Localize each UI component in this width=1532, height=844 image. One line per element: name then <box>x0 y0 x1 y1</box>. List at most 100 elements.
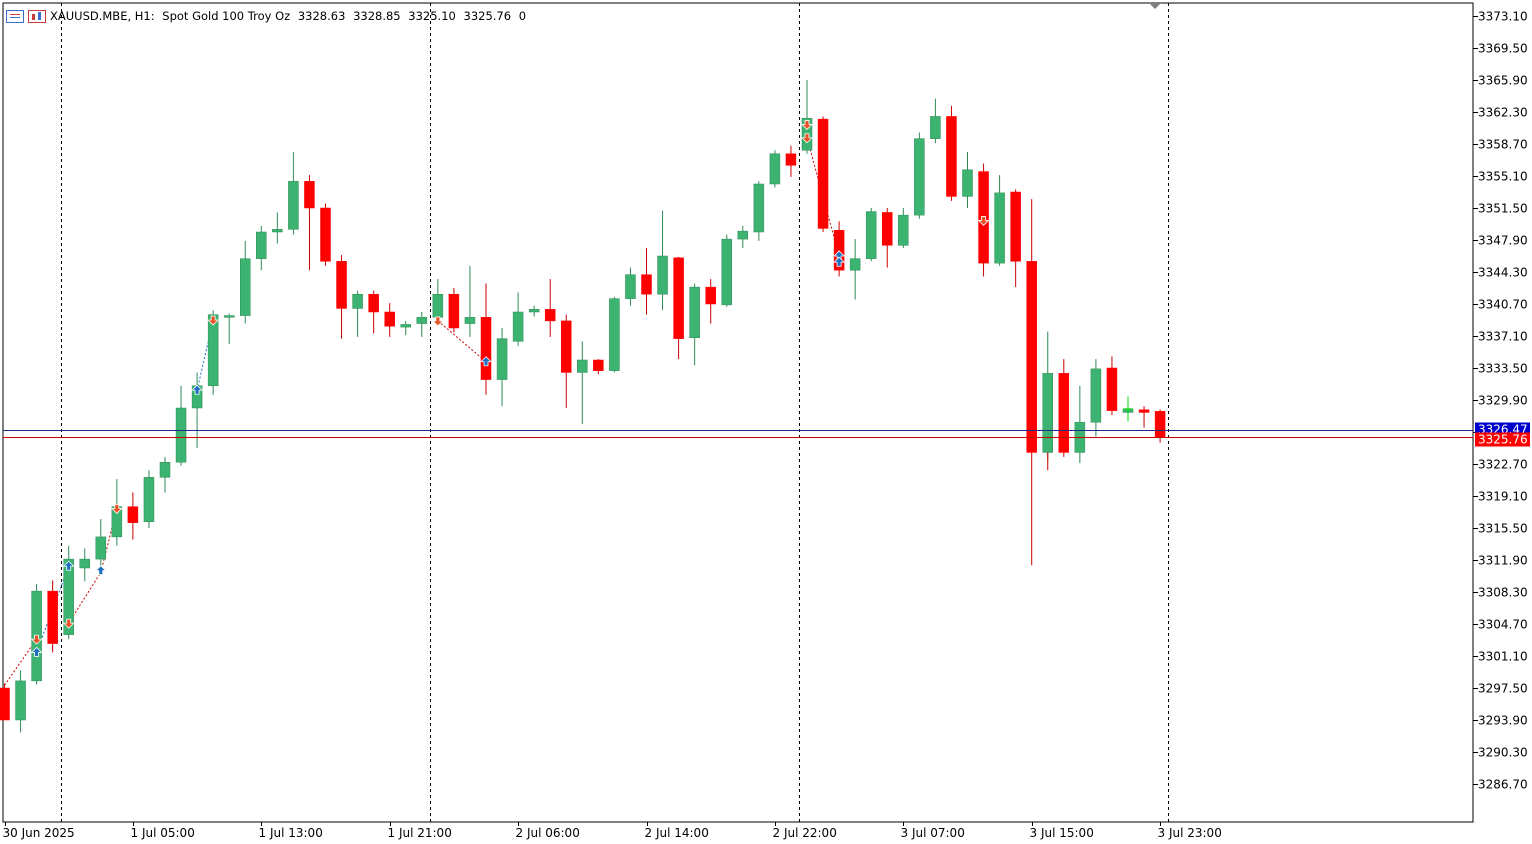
candle <box>368 290 379 334</box>
candle <box>577 341 588 424</box>
symbol-list-icon[interactable] <box>6 9 24 23</box>
candle-body <box>1106 367 1118 411</box>
candle-body <box>352 293 363 309</box>
candle <box>223 313 235 344</box>
candle <box>79 548 90 582</box>
candle <box>865 208 877 262</box>
candle-body <box>561 320 572 373</box>
bid-price-tag <box>1475 422 1530 436</box>
candle <box>657 210 668 311</box>
candle <box>256 225 267 271</box>
candle <box>480 283 492 395</box>
candle-body <box>673 257 684 339</box>
candle <box>673 256 684 360</box>
candle-body <box>544 309 556 322</box>
sell-arrow-icon <box>62 618 75 629</box>
candle <box>384 303 395 337</box>
y-tick-label: 3373.10 <box>1478 10 1528 24</box>
candle <box>15 670 26 733</box>
candle-body <box>272 229 283 233</box>
y-tick-label: 3311.90 <box>1478 554 1528 568</box>
sell-arrow-icon <box>110 504 123 515</box>
candle <box>641 248 652 315</box>
candle-body <box>320 207 331 262</box>
y-tick-label: 3286.70 <box>1478 778 1528 792</box>
sell-arrow-icon <box>207 315 220 326</box>
candle-body <box>1058 373 1070 453</box>
y-tick-label: 3337.10 <box>1478 330 1528 344</box>
y-tick-label: 3340.70 <box>1478 298 1528 312</box>
x-tick-label: 1 Jul 21:00 <box>388 826 452 840</box>
candle <box>914 132 925 219</box>
candle <box>1106 356 1118 416</box>
candle-body <box>769 153 781 185</box>
ohlc-open: 3328.63 <box>297 9 346 23</box>
candle <box>1010 189 1021 288</box>
candle-body <box>0 687 10 721</box>
candle-body <box>480 317 492 380</box>
y-tick-label: 3358.70 <box>1478 138 1528 152</box>
x-tick-label: 3 Jul 23:00 <box>1158 826 1222 840</box>
y-tick-label: 3362.30 <box>1478 106 1528 120</box>
candle-body <box>625 274 636 299</box>
candle <box>336 255 347 339</box>
candle <box>946 105 957 201</box>
candle-body <box>384 311 395 327</box>
candle <box>1090 359 1102 437</box>
candle-body <box>143 477 155 523</box>
candle-body <box>849 258 861 271</box>
candle-body <box>577 359 588 373</box>
y-tick-label: 3329.90 <box>1478 394 1528 408</box>
buy-arrow-icon <box>833 256 846 267</box>
y-tick-label: 3369.50 <box>1478 42 1528 56</box>
candle-body <box>1154 411 1166 438</box>
candle <box>512 292 524 346</box>
y-tick-label: 3304.70 <box>1478 618 1528 632</box>
y-tick-label: 3293.90 <box>1478 714 1528 728</box>
candle-body <box>721 238 732 306</box>
candle-body <box>432 293 444 318</box>
symbol-description: Spot Gold 100 Troy Oz <box>162 9 291 23</box>
candle-body <box>528 309 540 313</box>
candle-body <box>175 407 187 463</box>
candle-body <box>785 153 797 166</box>
x-tick-label: 3 Jul 07:00 <box>901 826 965 840</box>
candle-body <box>304 181 315 209</box>
chart-type-icon[interactable] <box>28 9 46 23</box>
candle <box>898 208 909 248</box>
candle <box>416 312 428 337</box>
x-tick-label: 3 Jul 15:00 <box>1030 826 1094 840</box>
candle <box>544 279 556 337</box>
buy-arrow-icon <box>480 356 492 367</box>
candle-body <box>512 311 524 342</box>
candle-body <box>1042 373 1053 453</box>
y-tick-label: 3319.10 <box>1478 490 1528 504</box>
candle <box>609 296 620 373</box>
candle-body <box>496 338 508 380</box>
candle <box>304 175 315 271</box>
y-tick-label: 3297.50 <box>1478 682 1528 696</box>
candle-body <box>817 118 829 229</box>
candle <box>0 683 10 721</box>
candle <box>593 359 604 375</box>
candle <box>930 98 941 144</box>
sell-arrow-icon <box>801 133 813 144</box>
candle <box>721 234 732 307</box>
sell-arrow-icon <box>977 216 990 227</box>
candle <box>1058 359 1070 457</box>
candle-body <box>1010 191 1021 262</box>
candle-body <box>15 680 26 721</box>
candle <box>288 152 299 235</box>
candle <box>625 267 636 306</box>
ohlc-low: 3325.10 <box>408 9 456 23</box>
volume: 0 <box>518 9 527 23</box>
candle-body <box>47 590 58 644</box>
candle-body <box>79 558 90 569</box>
y-tick-label: 3308.30 <box>1478 586 1528 600</box>
y-tick-label: 3351.50 <box>1478 202 1528 216</box>
y-tick-label: 3315.50 <box>1478 522 1528 536</box>
candle-body <box>336 261 347 309</box>
candle-body <box>368 293 379 313</box>
candle-body <box>914 138 925 216</box>
